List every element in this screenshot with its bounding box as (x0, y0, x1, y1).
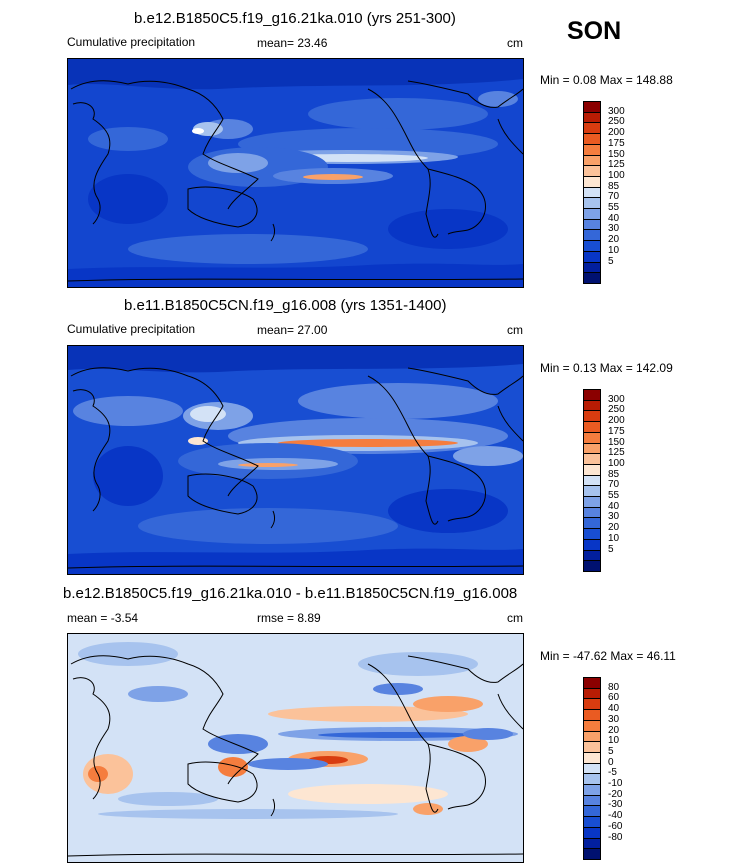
panel-2-mean-label: mean= 27.00 (257, 323, 328, 337)
colorbar-label: 200 (608, 415, 625, 427)
colorbar-label: 10 (608, 244, 620, 256)
panel-1-units-label: cm (507, 36, 523, 50)
panel-1-variable-label: Cumulative precipitation (67, 35, 196, 49)
colorbar-label: 300 (608, 105, 625, 117)
colorbar-label: 0 (608, 756, 614, 768)
colorbar-label: 100 (608, 169, 625, 181)
colorbar-label: 150 (608, 436, 625, 448)
panel-1-minmax: Min = 0.08 Max = 148.88 (540, 73, 673, 87)
colorbar-swatch (583, 848, 601, 860)
colorbar-label: 85 (608, 180, 620, 192)
colorbar-label: -5 (608, 767, 617, 779)
colorbar-label: 40 (608, 500, 620, 512)
colorbar-swatch (583, 560, 601, 572)
colorbar-label: 60 (608, 692, 620, 704)
colorbar-label: -20 (608, 788, 623, 800)
colorbar-label: 20 (608, 234, 620, 246)
colorbar-label: 40 (608, 212, 620, 224)
panel-3-map (67, 633, 524, 863)
panel-3-rmse-label: rmse = 8.89 (257, 611, 321, 625)
colorbar-label: 250 (608, 404, 625, 416)
panel-3-title: b.e12.B1850C5.f19_g16.21ka.010 - b.e11.B… (63, 585, 518, 602)
panel-1-map (67, 58, 524, 288)
colorbar-label: 55 (608, 202, 620, 214)
panel-2-colorbar: 300 250 200 175 150 125 100 85 70 55 40 30 20 10 5 (583, 389, 643, 572)
colorbar-label: 85 (608, 468, 620, 480)
colorbar-label: -30 (608, 799, 623, 811)
colorbar-label: 70 (608, 191, 620, 203)
colorbar-label: 55 (608, 490, 620, 502)
colorbar-label: 10 (608, 735, 620, 747)
panel-3-units-label: cm (507, 611, 523, 625)
season-label: SON (567, 17, 622, 45)
colorbar-label: -40 (608, 810, 623, 822)
colorbar-label: -80 (608, 831, 623, 843)
colorbar-label: 175 (608, 425, 625, 437)
panel-2-map (67, 345, 524, 575)
colorbar-label: 10 (608, 532, 620, 544)
colorbar-label: 100 (608, 457, 625, 469)
colorbar-label: -60 (608, 820, 623, 832)
panel-1-mean-label: mean= 23.46 (257, 36, 328, 50)
colorbar-label: 125 (608, 447, 625, 459)
colorbar-label: 200 (608, 127, 625, 139)
colorbar-label: 150 (608, 148, 625, 160)
colorbar-swatch (583, 272, 601, 284)
colorbar-label: 5 (608, 745, 614, 757)
colorbar-label: 40 (608, 703, 620, 715)
colorbar-label: 20 (608, 522, 620, 534)
panel-3-colorbar: 80 60 40 30 20 10 5 0 -5 -10 -20 -30 -40 -60 -80 (583, 677, 643, 860)
panel-2-units-label: cm (507, 323, 523, 337)
colorbar-label: 30 (608, 223, 620, 235)
colorbar-label: 300 (608, 393, 625, 405)
colorbar-label: 250 (608, 116, 625, 128)
colorbar-label: 80 (608, 681, 620, 693)
panel-2-variable-label: Cumulative precipitation (67, 322, 196, 336)
panel-2-title: b.e11.B1850C5CN.f19_g16.008 (yrs 1351-14… (124, 297, 447, 314)
colorbar-label: 175 (608, 137, 625, 149)
panel-1-title: b.e12.B1850C5.f19_g16.21ka.010 (yrs 251-… (134, 10, 456, 27)
colorbar-label: 30 (608, 713, 620, 725)
colorbar-label: 5 (608, 255, 614, 267)
colorbar-label: -10 (608, 778, 623, 790)
colorbar-label: 70 (608, 479, 620, 491)
colorbar-label: 30 (608, 511, 620, 523)
panel-3-mean-label: mean = -3.54 (67, 611, 139, 625)
colorbar-label: 125 (608, 159, 625, 171)
panel-3-minmax: Min = -47.62 Max = 46.11 (540, 649, 676, 663)
colorbar-label: 5 (608, 543, 614, 555)
colorbar-label: 20 (608, 724, 620, 736)
panel-2-minmax: Min = 0.13 Max = 142.09 (540, 361, 673, 375)
panel-1-colorbar: 300 250 200 175 150 125 100 85 70 55 40 30 20 10 5 (583, 101, 643, 284)
